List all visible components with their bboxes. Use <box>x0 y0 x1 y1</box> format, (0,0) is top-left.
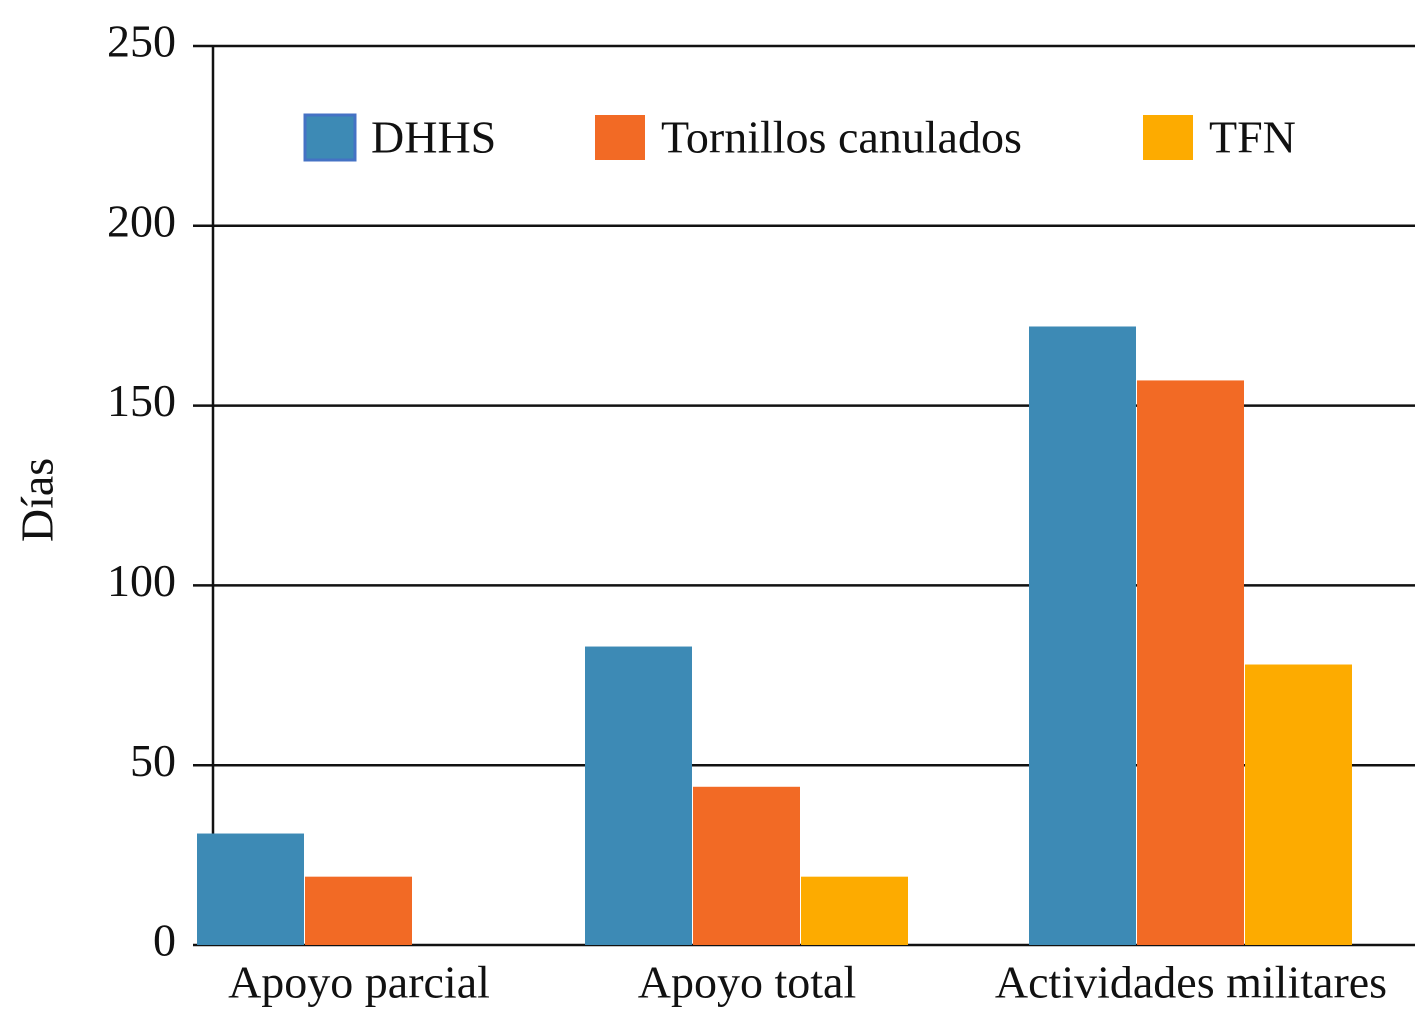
bar <box>1137 380 1244 946</box>
bar <box>197 833 304 945</box>
legend-label: DHHS <box>371 112 496 163</box>
bar <box>585 646 692 945</box>
legend-swatch <box>303 113 357 162</box>
y-tick-label: 50 <box>130 735 176 786</box>
bar <box>801 876 908 945</box>
legend-swatch <box>595 115 645 160</box>
bar <box>1245 664 1352 945</box>
y-tick-label: 0 <box>153 915 176 966</box>
x-tick-label: Apoyo total <box>638 957 856 1008</box>
y-tick-label: 100 <box>107 555 176 606</box>
bar <box>693 786 800 945</box>
x-tick-label: Actividades militares <box>995 957 1387 1008</box>
y-tick-label: 250 <box>107 16 176 67</box>
legend-label: TFN <box>1209 112 1296 163</box>
bar <box>1029 326 1136 945</box>
y-tick-label: 150 <box>107 375 176 426</box>
legend-swatch <box>1143 115 1193 160</box>
legend-label: Tornillos canulados <box>661 112 1022 163</box>
x-tick-label: Apoyo parcial <box>228 957 490 1008</box>
y-axis-label: Días <box>12 458 63 542</box>
y-tick-label: 200 <box>107 195 176 246</box>
bar <box>305 876 412 945</box>
